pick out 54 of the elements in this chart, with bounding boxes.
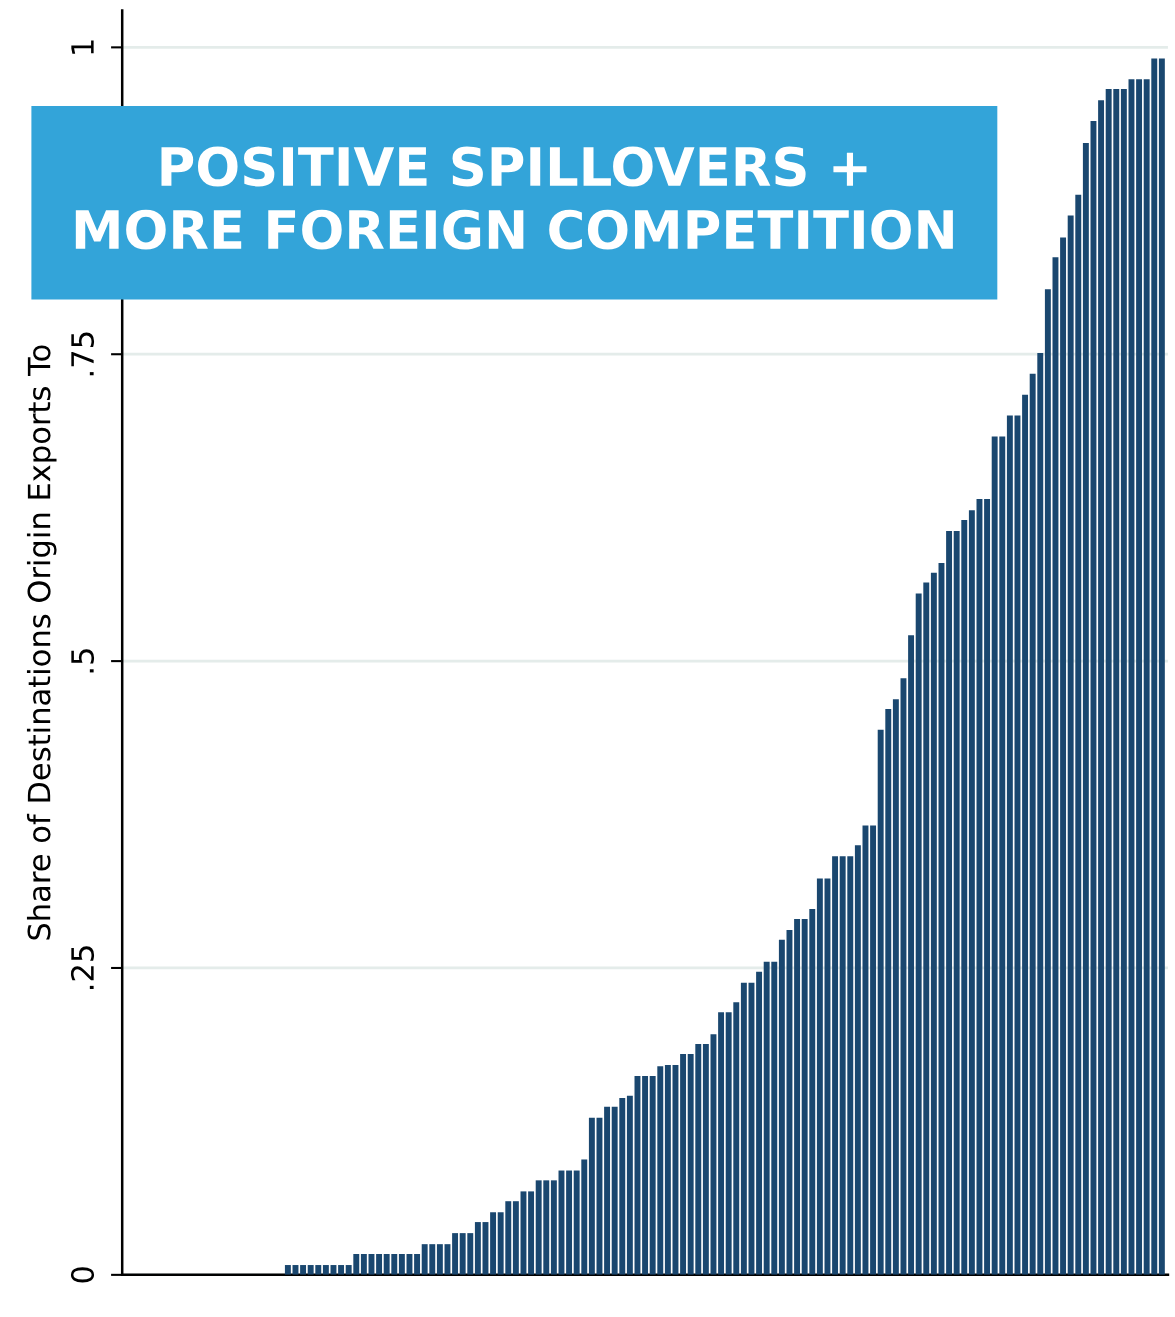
bar <box>702 1044 709 1275</box>
bar <box>452 1233 459 1275</box>
bar <box>300 1265 307 1275</box>
bar <box>740 982 747 1275</box>
bar <box>436 1244 443 1275</box>
bar <box>1022 394 1029 1275</box>
bar <box>1006 415 1013 1275</box>
bar <box>984 499 991 1275</box>
y-tick-label: 0 <box>70 1267 95 1283</box>
bar <box>870 825 877 1275</box>
bar <box>930 572 937 1275</box>
y-axis-title: Share of Destinations Origin Exports To <box>26 345 57 940</box>
bar <box>816 878 823 1275</box>
bar <box>642 1076 649 1275</box>
bar <box>490 1212 497 1275</box>
bar <box>664 1064 671 1275</box>
bar <box>626 1095 633 1275</box>
bar <box>908 635 915 1275</box>
bar <box>1120 89 1127 1275</box>
bar <box>1098 100 1105 1275</box>
bar <box>398 1253 405 1275</box>
bar <box>604 1106 611 1275</box>
bar <box>322 1265 329 1275</box>
bar <box>566 1170 573 1275</box>
bar <box>550 1180 557 1275</box>
y-tick-label: .75 <box>71 332 95 376</box>
bar <box>1082 143 1089 1275</box>
bar <box>718 1012 725 1275</box>
bar <box>588 1117 595 1275</box>
bar <box>778 939 785 1275</box>
y-tick-label: .5 <box>71 649 95 673</box>
bar <box>1136 79 1143 1275</box>
bar <box>284 1265 291 1275</box>
bar <box>1044 289 1051 1275</box>
bar <box>892 699 899 1275</box>
bar <box>680 1053 687 1275</box>
bar <box>512 1201 519 1275</box>
bar <box>360 1253 367 1275</box>
bar <box>528 1191 535 1275</box>
bar <box>414 1253 421 1275</box>
bar <box>946 530 953 1275</box>
bar <box>1060 237 1067 1275</box>
bar <box>474 1222 481 1275</box>
bar <box>756 971 763 1275</box>
bar <box>1158 58 1165 1275</box>
bar <box>832 856 839 1275</box>
bar <box>854 845 861 1275</box>
y-tick-label: 1 <box>71 40 94 54</box>
y-tick-label: .25 <box>70 946 95 990</box>
bar <box>794 918 801 1275</box>
bar <box>968 510 975 1275</box>
bar <box>338 1265 345 1275</box>
text: POSITIVE SPILLOVERS + MORE FOREIGN COMPETITION <box>75 146 953 250</box>
bar <box>376 1253 383 1275</box>
